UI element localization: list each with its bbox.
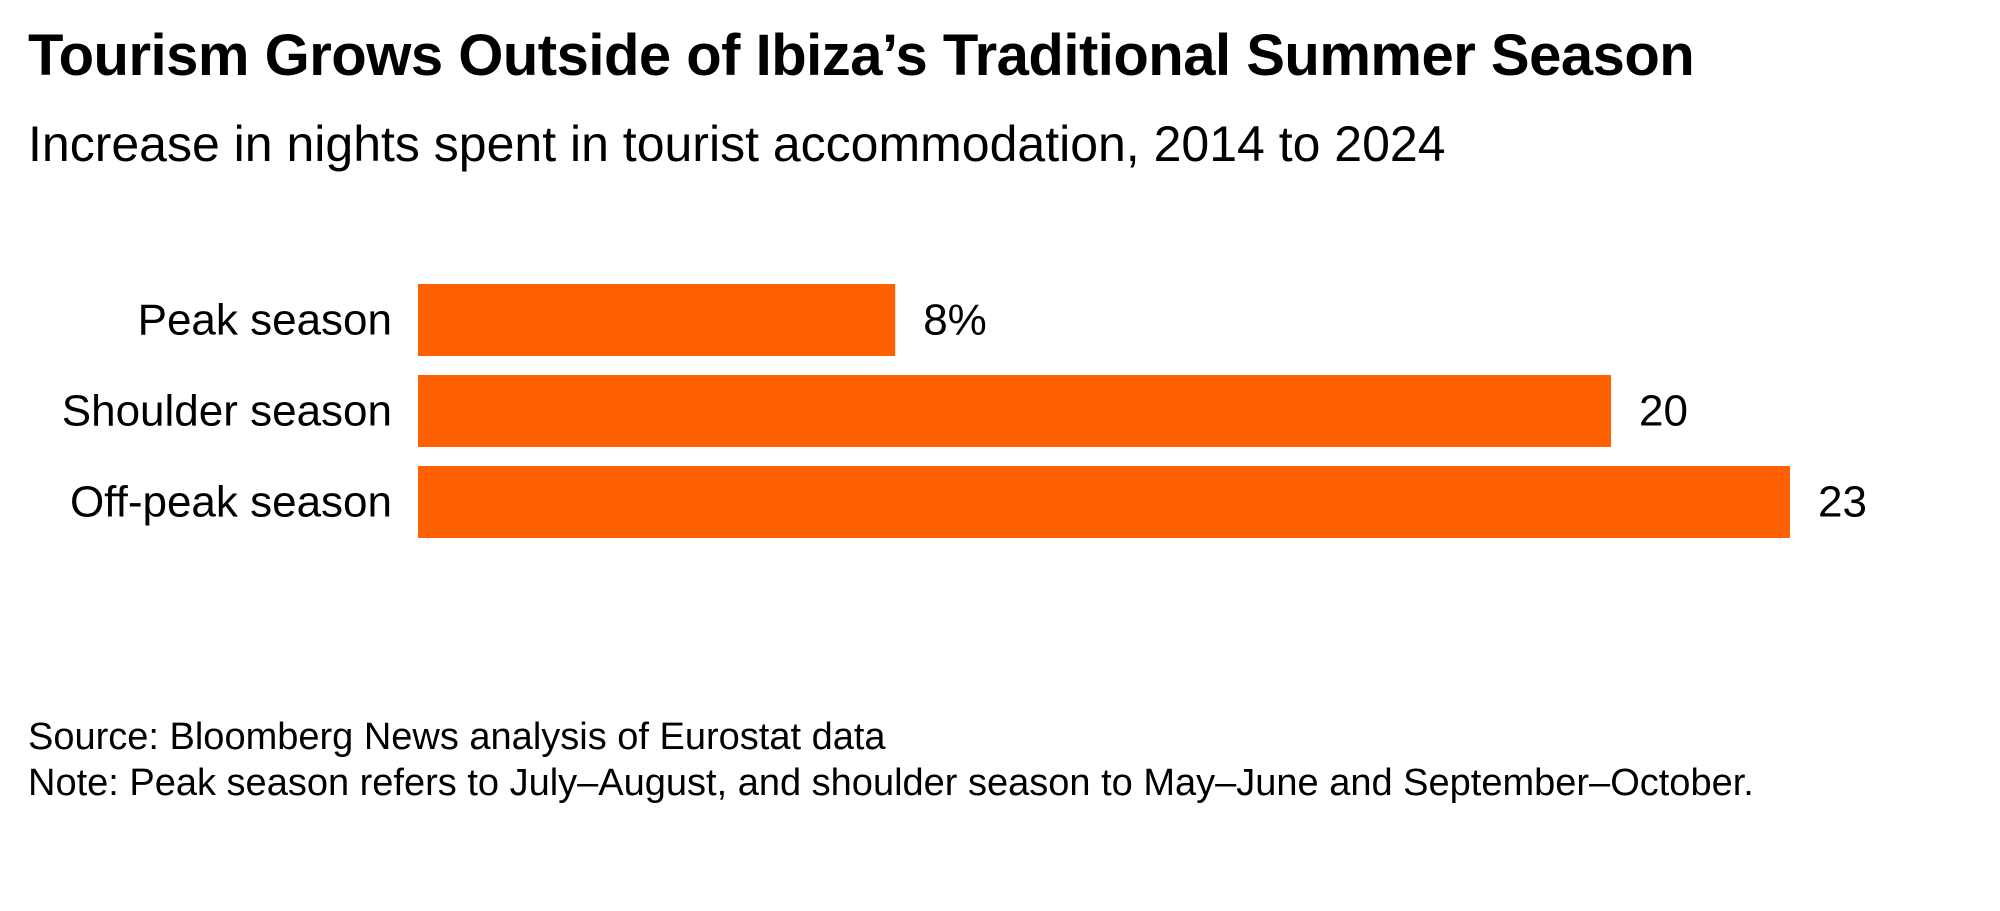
value-label-peak-season: 8%: [923, 296, 987, 345]
category-label-peak-season: Peak season: [138, 296, 392, 345]
value-label-shoulder-season: 20: [1639, 387, 1688, 436]
bar-peak-season: [418, 284, 896, 356]
chart-title: Tourism Grows Outside of Ibiza’s Traditi…: [28, 23, 1695, 88]
footnote: Note: Peak season refers to July–August,…: [28, 762, 1754, 804]
category-label-shoulder-season: Shoulder season: [62, 387, 392, 436]
category-label-off-peak-season: Off-peak season: [70, 478, 392, 527]
bar-chart: Peak season 8% Shoulder season 20 Off-peak s…: [62, 284, 1867, 538]
source-note: Source: Bloomberg News analysis of Euros…: [28, 716, 886, 758]
chart-subtitle: Increase in nights spent in tourist acco…: [28, 116, 1446, 172]
bar-off-peak-season: [418, 466, 1790, 538]
bar-shoulder-season: [418, 375, 1612, 447]
value-label-off-peak-season: 23: [1818, 478, 1867, 527]
